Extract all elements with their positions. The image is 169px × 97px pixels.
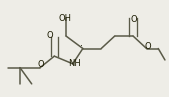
- Text: O: O: [38, 60, 44, 69]
- Text: O: O: [47, 31, 53, 40]
- Text: O: O: [144, 42, 151, 51]
- Text: O: O: [131, 15, 137, 24]
- Text: ·: ·: [80, 41, 83, 51]
- Text: OH: OH: [59, 14, 72, 23]
- Text: NH: NH: [68, 59, 80, 68]
